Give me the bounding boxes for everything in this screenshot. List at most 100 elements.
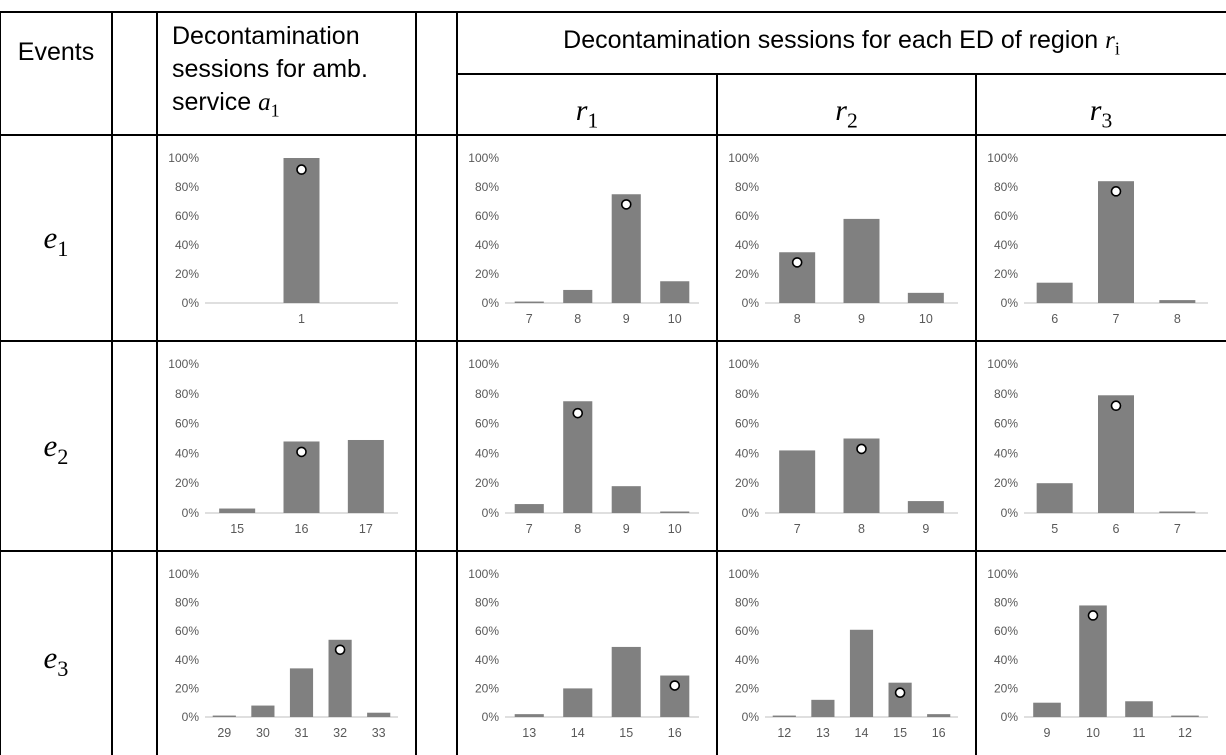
bar — [888, 682, 912, 717]
amb-header-service: service — [172, 88, 252, 116]
bar — [212, 715, 236, 717]
x-tick-label: 10 — [668, 312, 682, 326]
data-point-marker — [1110, 186, 1122, 197]
bar — [811, 699, 835, 717]
bar — [779, 450, 816, 513]
y-tick-label: 80% — [475, 596, 499, 610]
y-tick-label: 100% — [728, 567, 759, 581]
x-tick-label: 29 — [217, 726, 231, 740]
data-point-marker — [620, 199, 632, 210]
region-index-letter: r — [1105, 27, 1115, 54]
y-tick-label: 0% — [482, 710, 500, 724]
chart-e3-r2: 0% 20% 40% 60% 80% 100% 12 13 14 15 16 — [728, 567, 958, 740]
x-tick-label: 7 — [526, 522, 533, 536]
x-tick-label: 8 — [858, 522, 865, 536]
y-tick-label: 0% — [1001, 710, 1019, 724]
x-tick-label: 6 — [1113, 522, 1120, 536]
data-point-marker — [296, 164, 307, 175]
x-tick-label: 11 — [1133, 726, 1146, 740]
region-r1-subscript: 1 — [587, 108, 599, 133]
y-tick-label: 100% — [168, 151, 199, 165]
y-tick-label: 100% — [728, 151, 759, 165]
y-tick-label: 40% — [475, 653, 499, 667]
y-tick-label: 20% — [175, 267, 199, 281]
amb-symbol-letter: a — [258, 89, 271, 116]
bar — [283, 158, 320, 303]
x-tick-label: 7 — [526, 312, 533, 326]
y-tick-label: 60% — [994, 624, 1018, 638]
y-tick-label: 20% — [735, 267, 759, 281]
bar — [907, 292, 944, 303]
bar — [563, 401, 593, 513]
bar — [1033, 702, 1061, 717]
event-e2-letter: e — [43, 428, 58, 463]
y-tick-label: 40% — [735, 446, 759, 460]
ed-column-group-header: Decontamination sessions for each ED of … — [457, 27, 1226, 58]
x-tick-label: 5 — [1051, 522, 1058, 536]
x-tick-label: 8 — [574, 522, 581, 536]
bar — [251, 705, 275, 717]
chart-e2-r3: 0% 20% 40% 60% 80% 100% 5 6 7 — [987, 357, 1208, 536]
y-tick-label: 60% — [735, 624, 759, 638]
ambulance-column-header: Decontamination sessions for amb. servic… — [172, 20, 368, 119]
bar — [660, 281, 690, 303]
y-tick-label: 20% — [994, 267, 1018, 281]
chart-e1-a1: 0% 20% 40% 60% 80% 100% 1 — [168, 151, 398, 326]
y-tick-label: 80% — [735, 596, 759, 610]
x-tick-label: 9 — [623, 522, 630, 536]
bar — [1098, 181, 1134, 303]
y-tick-label: 60% — [475, 417, 499, 431]
bar — [1036, 282, 1073, 303]
data-point-marker — [572, 407, 584, 419]
event-label-e1: e1 — [0, 222, 112, 259]
y-tick-label: 60% — [475, 624, 499, 638]
x-tick-label: 8 — [1174, 312, 1181, 326]
x-tick-label: 7 — [794, 522, 801, 536]
y-tick-label: 40% — [994, 653, 1018, 667]
y-tick-label: 0% — [182, 506, 200, 520]
chart-e3-r1: 0% 20% 40% 60% 80% 100% 13 14 15 16 — [468, 567, 699, 740]
chart-e3-r3: 0% 20% 40% 60% 80% 100% 9 10 11 12 — [987, 567, 1208, 740]
y-tick-label: 20% — [175, 681, 199, 695]
y-tick-label: 80% — [994, 180, 1018, 194]
region-header-r2: r2 — [717, 94, 976, 132]
y-tick-label: 80% — [994, 387, 1018, 401]
chart-e2-r2: 0% 20% 40% 60% 80% 100% 7 8 9 — [728, 357, 958, 536]
data-point-marker — [669, 680, 681, 691]
x-tick-label: 10 — [919, 312, 933, 326]
amb-symbol: a1 — [258, 89, 280, 119]
x-tick-label: 9 — [922, 522, 929, 536]
x-tick-label: 9 — [623, 312, 630, 326]
data-point-marker — [1087, 610, 1099, 621]
y-tick-label: 100% — [728, 357, 759, 371]
bar — [660, 511, 690, 513]
y-tick-label: 40% — [475, 446, 499, 460]
y-tick-label: 60% — [175, 417, 199, 431]
region-r2-subscript: 2 — [846, 108, 858, 133]
x-tick-label: 13 — [522, 726, 536, 740]
region-r3-subscript: 3 — [1101, 108, 1113, 133]
x-tick-label: 17 — [359, 522, 373, 536]
x-tick-label: 10 — [1086, 726, 1100, 740]
bar — [1036, 483, 1073, 513]
y-tick-label: 80% — [475, 180, 499, 194]
data-point-marker — [334, 644, 346, 656]
bar — [514, 504, 544, 513]
x-tick-label: 14 — [855, 726, 869, 740]
bar — [1125, 701, 1153, 717]
chart-e1-r2: 0% 20% 40% 60% 80% 100% 8 9 10 — [728, 151, 958, 326]
y-tick-label: 100% — [468, 357, 499, 371]
amb-header-line3: service a1 — [172, 86, 368, 119]
y-tick-label: 0% — [482, 506, 500, 520]
data-point-marker — [791, 257, 803, 268]
y-tick-label: 100% — [468, 567, 499, 581]
x-tick-label: 30 — [256, 726, 270, 740]
y-tick-label: 40% — [735, 238, 759, 252]
y-tick-label: 20% — [175, 476, 199, 490]
y-tick-label: 40% — [175, 446, 199, 460]
x-tick-label: 16 — [932, 726, 946, 740]
x-tick-label: 12 — [777, 726, 791, 740]
region-r2-letter: r — [835, 94, 847, 127]
bar — [611, 194, 641, 303]
